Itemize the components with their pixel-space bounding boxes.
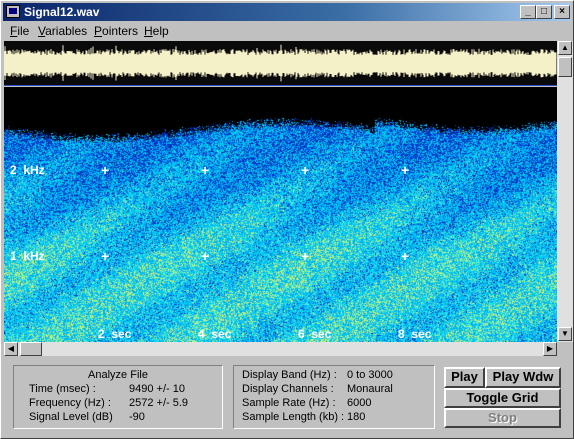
toggle-grid-button[interactable]: Toggle Grid xyxy=(444,388,561,408)
time-value: 9490 +/- 10 xyxy=(129,383,185,395)
grid-cross: + xyxy=(301,248,310,264)
time-label-4sec: 4 sec xyxy=(198,327,232,341)
arrow-up-icon: ▲ xyxy=(561,43,569,52)
time-label: Time (msec) : xyxy=(29,383,96,395)
sample-length-value: 180 xyxy=(347,411,366,423)
waveform-display[interactable] xyxy=(4,41,557,86)
play-button[interactable]: Play xyxy=(444,367,485,388)
display-settings-panel: Display Band (Hz) : 0 to 3000 Display Ch… xyxy=(233,365,435,429)
spectrogram-display[interactable]: 2 kHz 1 kHz 2 sec 4 sec 6 sec 8 sec + + … xyxy=(4,87,557,342)
frequency-label: Frequency (Hz) : xyxy=(29,397,111,409)
title-bar[interactable]: Signal12.wav _ □ × xyxy=(3,3,571,21)
sample-rate-label: Sample Rate (Hz) : xyxy=(242,397,336,409)
freq-label-1khz: 1 kHz xyxy=(10,249,45,263)
arrow-down-icon: ▼ xyxy=(561,329,569,338)
grid-cross: + xyxy=(301,162,310,178)
scroll-up-button[interactable]: ▲ xyxy=(558,41,572,55)
maximize-icon: □ xyxy=(540,6,548,17)
analyze-panel-title: Analyze File xyxy=(88,369,148,381)
close-button[interactable]: × xyxy=(554,5,570,19)
signal-level-value: -90 xyxy=(129,411,145,423)
grid-cross: + xyxy=(101,248,110,264)
grid-cross: + xyxy=(401,162,410,178)
grid-cross: + xyxy=(201,248,210,264)
window-title: Signal12.wav xyxy=(24,5,100,19)
app-icon[interactable] xyxy=(6,5,20,18)
scroll-right-button[interactable]: ▶ xyxy=(543,342,557,356)
scroll-down-button[interactable]: ▼ xyxy=(558,327,572,341)
grid-cross: + xyxy=(401,248,410,264)
menu-bar: File Variables Pointers Help xyxy=(3,22,571,40)
menu-help[interactable]: Help xyxy=(144,24,169,38)
display-channels-value: Monaural xyxy=(347,383,393,395)
maximize-button[interactable]: □ xyxy=(536,5,552,19)
menu-variables[interactable]: Variables xyxy=(38,24,88,38)
signal-level-label: Signal Level (dB) xyxy=(29,411,113,423)
horizontal-scrollbar[interactable]: ◀ ▶ xyxy=(4,342,557,356)
close-icon: × xyxy=(559,6,565,17)
waveform-baseline xyxy=(4,85,557,86)
stop-button[interactable]: Stop xyxy=(444,408,561,428)
minimize-button[interactable]: _ xyxy=(520,5,536,19)
sample-rate-value: 6000 xyxy=(347,397,372,409)
play-window-button[interactable]: Play Wdw xyxy=(485,367,561,388)
vertical-scroll-thumb[interactable] xyxy=(558,57,572,77)
waveform-plot xyxy=(4,44,557,82)
grid-cross: + xyxy=(101,162,110,178)
scroll-left-button[interactable]: ◀ xyxy=(4,342,18,356)
display-channels-label: Display Channels : xyxy=(242,383,334,395)
spectrogram-canvas xyxy=(4,87,557,342)
time-label-6sec: 6 sec xyxy=(298,327,332,341)
horizontal-scroll-thumb[interactable] xyxy=(20,342,42,356)
time-label-2sec: 2 sec xyxy=(98,327,132,341)
minimize-icon: _ xyxy=(525,6,531,17)
arrow-right-icon: ▶ xyxy=(546,344,554,353)
menu-pointers[interactable]: Pointers xyxy=(94,24,139,38)
display-band-label: Display Band (Hz) : xyxy=(242,369,337,381)
display-band-value: 0 to 3000 xyxy=(347,369,393,381)
frequency-value: 2572 +/- 5.9 xyxy=(129,397,189,409)
analyze-file-panel: Analyze File Time (msec) : 9490 +/- 10 F… xyxy=(13,365,223,429)
arrow-left-icon: ◀ xyxy=(7,344,15,353)
freq-label-2khz: 2 kHz xyxy=(10,163,45,177)
grid-cross: + xyxy=(201,162,210,178)
vertical-scrollbar[interactable]: ▲ ▼ xyxy=(557,41,573,342)
sample-length-label: Sample Length (kb) : xyxy=(242,411,345,423)
time-label-8sec: 8 sec xyxy=(398,327,432,341)
menu-file[interactable]: File xyxy=(10,24,30,38)
